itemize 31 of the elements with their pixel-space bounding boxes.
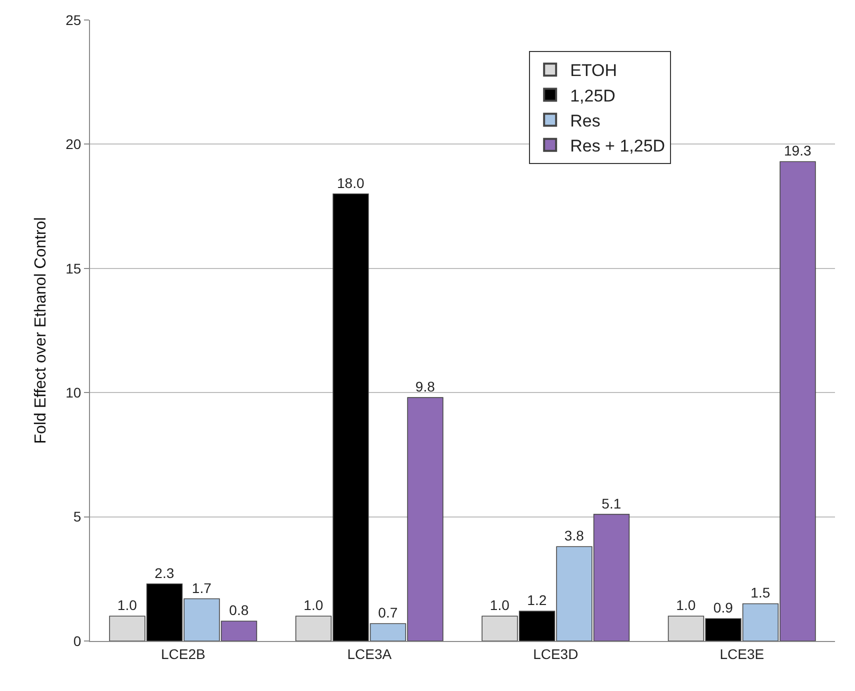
data-label: 9.8	[415, 378, 436, 395]
data-label: 18.0	[337, 174, 364, 191]
legend-label: 1,25D	[570, 86, 616, 106]
data-label: 1.5	[750, 584, 770, 601]
data-label: 1.2	[527, 592, 547, 608]
y-tick-label: 0	[73, 632, 82, 649]
y-tick-label: 20	[66, 136, 82, 152]
data-label: 19.3	[784, 142, 812, 159]
data-label: 0.7	[378, 604, 398, 621]
y-tick-label: 10	[66, 384, 82, 400]
data-label: 1.0	[676, 597, 696, 614]
legend-label: Res + 1,25D	[570, 136, 666, 156]
y-tick-label: 25	[66, 12, 82, 28]
data-label: 2.3	[154, 564, 174, 581]
data-label: 1.0	[304, 597, 324, 614]
data-label: 0.9	[713, 600, 734, 616]
data-label: 5.1	[602, 495, 622, 512]
data-label: 3.8	[564, 528, 584, 544]
data-label: 1.7	[192, 580, 212, 596]
legend-label: Res	[570, 111, 600, 130]
data-label: 0.8	[229, 602, 249, 618]
data-label: 1.0	[117, 597, 138, 614]
y-tick-label: 15	[66, 260, 82, 276]
data-label: 1.0	[490, 597, 510, 614]
legend-label: ETOH	[570, 61, 618, 80]
y-tick-label: 5	[73, 508, 82, 525]
x-tick-label: LCE3D	[533, 646, 578, 662]
x-tick-label: LCE3A	[347, 646, 392, 662]
x-tick-label: LCE3E	[720, 646, 764, 662]
x-tick-label: LCE2B	[160, 646, 206, 662]
y-axis-title: Fold Effect over Ethanol Control	[32, 217, 50, 444]
